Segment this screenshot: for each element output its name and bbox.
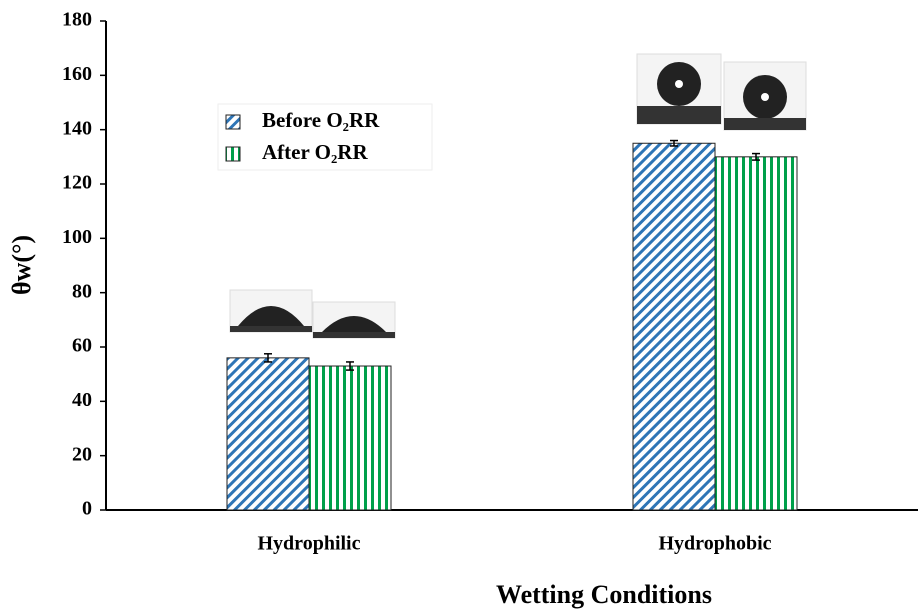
- y-tick-label: 80: [72, 280, 92, 302]
- bar: [715, 157, 797, 510]
- y-tick-label: 160: [62, 63, 92, 85]
- bar: [309, 366, 391, 510]
- y-tick-label: 180: [62, 9, 92, 31]
- y-tick-label: 20: [72, 443, 92, 465]
- y-tick-label: 40: [72, 389, 92, 411]
- bar: [227, 358, 309, 510]
- chart: Wetting Conditions θw(°) 0 20 40 60 80 100 120…: [0, 0, 918, 615]
- legend-swatch: [226, 115, 240, 129]
- legend-label: Before O₂RR: [262, 108, 380, 132]
- legend-label: After O₂RR: [262, 140, 368, 164]
- y-tick-label: 120: [62, 172, 92, 194]
- legend-swatch: [226, 147, 240, 161]
- x-tick-label: Hydrophilic: [258, 533, 361, 555]
- x-axis-title: Wetting Conditions: [496, 580, 712, 609]
- x-tick-label: Hydrophobic: [659, 533, 772, 555]
- y-tick-label: 60: [72, 335, 92, 357]
- y-tick-label: 100: [62, 226, 92, 248]
- bar: [633, 143, 715, 510]
- y-tick-label: 140: [62, 117, 92, 139]
- y-axis-title: θw(°): [7, 235, 36, 295]
- y-tick-label: 0: [82, 498, 92, 520]
- legend: Before O₂RR After O₂RR: [218, 104, 432, 170]
